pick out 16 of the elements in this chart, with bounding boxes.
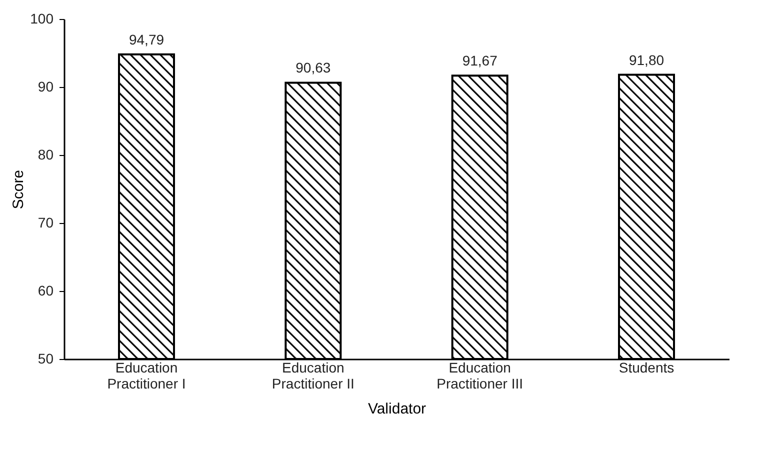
y-axis-title: Score — [10, 170, 28, 210]
y-tick-label: 90 — [38, 78, 54, 94]
data-label: 94,79 — [128, 31, 164, 48]
data-label: 91,67 — [462, 52, 498, 69]
y-tick-label: 80 — [38, 146, 54, 162]
y-tick-label: 60 — [38, 282, 54, 298]
x-tick-label: Education Practitioner II — [272, 360, 354, 392]
x-tick-label: Education Practitioner III — [436, 360, 524, 392]
data-label: 91,80 — [628, 52, 664, 68]
x-tick-label: Students — [618, 360, 674, 376]
y-tick-label: 100 — [30, 10, 54, 26]
x-tick-label: Education Practitioner I — [107, 360, 186, 392]
x-axis-title: Validator — [368, 400, 426, 418]
y-tick-label: 70 — [38, 214, 54, 230]
y-tick-label: 50 — [38, 350, 54, 366]
data-label: 90,63 — [296, 60, 331, 76]
